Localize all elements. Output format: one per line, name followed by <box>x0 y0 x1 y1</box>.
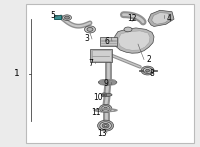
Ellipse shape <box>102 93 112 96</box>
Text: 10: 10 <box>93 92 103 102</box>
Ellipse shape <box>105 82 110 83</box>
Text: 2: 2 <box>147 55 151 64</box>
Circle shape <box>101 93 107 97</box>
Ellipse shape <box>124 27 132 32</box>
Text: 11: 11 <box>91 108 101 117</box>
Ellipse shape <box>101 80 114 84</box>
Bar <box>90 49 112 62</box>
Text: 13: 13 <box>97 128 107 138</box>
Polygon shape <box>148 10 174 26</box>
Polygon shape <box>152 12 170 24</box>
Ellipse shape <box>102 123 109 128</box>
Ellipse shape <box>102 106 110 111</box>
Text: 7: 7 <box>89 59 93 68</box>
Bar <box>26 4 194 143</box>
Ellipse shape <box>64 16 70 19</box>
Text: 8: 8 <box>150 69 154 78</box>
Circle shape <box>103 94 105 96</box>
Ellipse shape <box>141 66 154 75</box>
Bar <box>153 70 157 71</box>
Text: 4: 4 <box>167 14 171 23</box>
Text: 1: 1 <box>14 69 20 78</box>
Polygon shape <box>118 31 150 50</box>
Ellipse shape <box>146 69 150 72</box>
Text: 3: 3 <box>85 34 89 44</box>
Text: 12: 12 <box>127 14 137 23</box>
Polygon shape <box>114 28 154 53</box>
Ellipse shape <box>98 120 114 131</box>
Ellipse shape <box>84 26 96 33</box>
Ellipse shape <box>100 122 111 130</box>
Ellipse shape <box>104 125 107 127</box>
Text: 5: 5 <box>51 11 55 20</box>
Bar <box>54 15 61 19</box>
Text: 9: 9 <box>104 79 108 88</box>
Bar <box>92 50 111 61</box>
Ellipse shape <box>62 15 72 20</box>
Ellipse shape <box>143 68 152 74</box>
Ellipse shape <box>104 107 107 110</box>
Bar <box>100 37 117 46</box>
Ellipse shape <box>99 105 112 113</box>
Ellipse shape <box>87 27 93 31</box>
Ellipse shape <box>98 80 117 85</box>
Text: 6: 6 <box>105 37 109 46</box>
Bar <box>139 70 143 71</box>
